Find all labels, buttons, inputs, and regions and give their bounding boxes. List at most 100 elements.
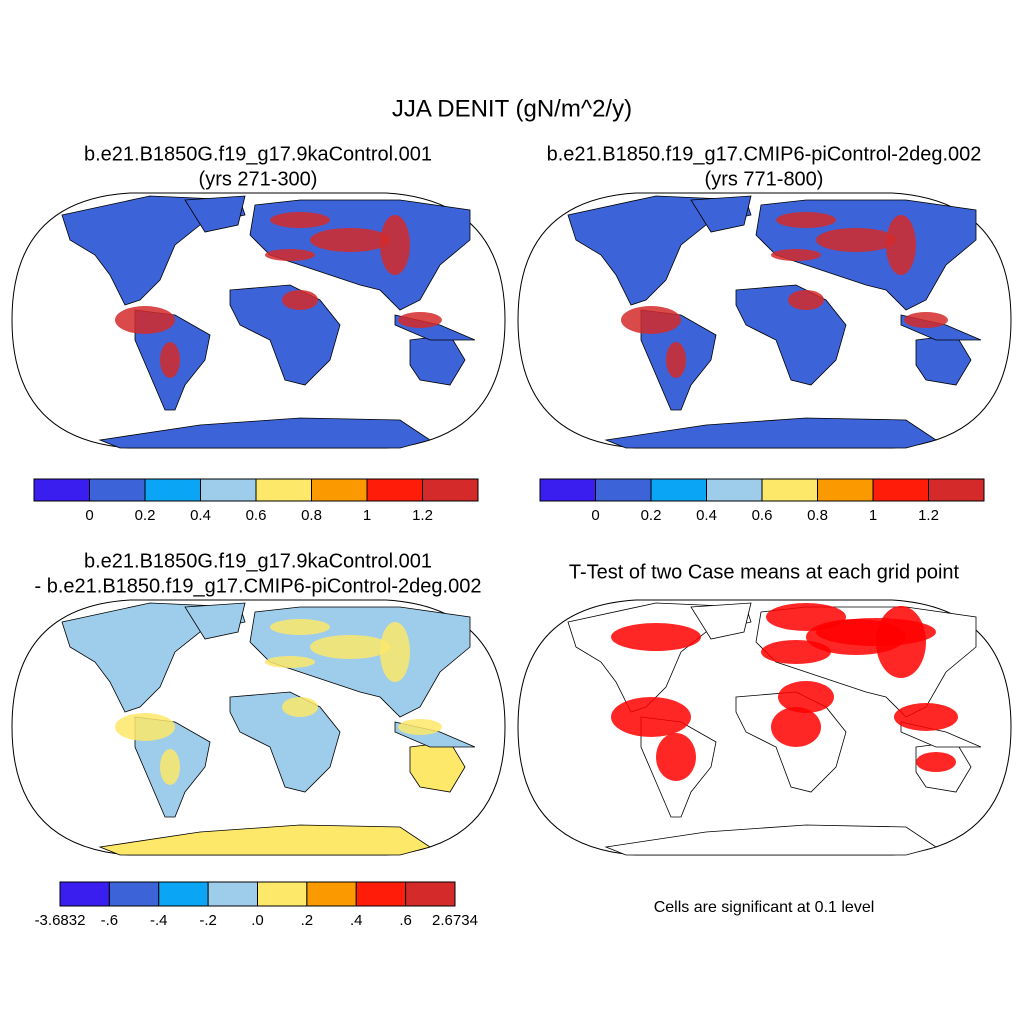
colorbar-label: -.6 [101, 912, 119, 929]
colorbar-box [306, 881, 357, 907]
continent [690, 195, 752, 233]
map-patch [398, 312, 442, 328]
map-patch [788, 290, 824, 310]
colorbar-label: 0.4 [696, 507, 717, 524]
colorbar-box [89, 478, 146, 502]
significant-cells [611, 697, 691, 737]
figure-title: JJA DENIT (gN/m^2/y) [392, 95, 632, 122]
colorbar-box [255, 478, 312, 502]
colorbar-label: 0.8 [807, 507, 828, 524]
significant-cells [761, 640, 831, 664]
colorbar-box [539, 478, 596, 502]
map-patch [115, 713, 175, 741]
colorbar-box [595, 478, 652, 502]
colorbar-box [257, 881, 308, 907]
colorbar-label: 1.2 [412, 507, 433, 524]
map-patch [265, 249, 315, 261]
significant-cells [766, 603, 846, 631]
continent [184, 195, 246, 233]
continent [98, 417, 431, 449]
significant-cells [916, 752, 956, 772]
colorbar-label: 0.2 [641, 507, 662, 524]
colorbar-label: 1 [869, 507, 877, 524]
colorbar-box [200, 478, 257, 502]
colorbar-box [405, 881, 456, 907]
colorbar-box [355, 881, 407, 907]
colorbar-box [311, 478, 368, 502]
colorbar-box [650, 478, 707, 502]
map-panel: b.e21.B1850.f19_g17.CMIP6-piControl-2deg… [517, 143, 1012, 524]
colorbar-label: 0.2 [135, 507, 156, 524]
map-patch [115, 306, 175, 334]
map-patch [282, 290, 318, 310]
map-patch [771, 249, 821, 261]
map-patch [270, 619, 330, 635]
colorbar-box [761, 478, 818, 502]
colorbar-label: .6 [399, 912, 412, 929]
colorbar-box [422, 478, 479, 502]
colorbar-box [207, 881, 258, 907]
map-patch [380, 215, 410, 275]
panel-note: Cells are significant at 0.1 level [654, 899, 875, 916]
map-patch [310, 228, 390, 252]
map-patch [282, 697, 318, 717]
colorbar-label: -3.6832 [35, 912, 86, 929]
panel-title: (yrs 271-300) [199, 168, 318, 190]
significant-cells [778, 681, 834, 713]
map-patch [666, 342, 686, 378]
colorbar-box [158, 881, 209, 907]
map-patch [621, 306, 681, 334]
colorbar-box [706, 478, 763, 502]
colorbar-label: .4 [350, 912, 363, 929]
map-panel: T-Test of two Case means at each grid po… [517, 561, 1012, 916]
panel-title: b.e21.B1850G.f19_g17.9kaControl.001 [84, 143, 432, 165]
colorbar-label: .2 [301, 912, 314, 929]
colorbar-label: 0 [85, 507, 93, 524]
map-patch [816, 228, 896, 252]
colorbar-label: .0 [251, 912, 264, 929]
panel-title: - b.e21.B1850.f19_g17.CMIP6-piControl-2d… [35, 575, 482, 597]
significant-cells [611, 623, 701, 651]
colorbar-box [144, 478, 201, 502]
panel-title: T-Test of two Case means at each grid po… [569, 561, 960, 583]
colorbar-box [928, 478, 985, 502]
colorbar-label: -.2 [199, 912, 217, 929]
colorbar-box [366, 478, 423, 502]
significant-cells [894, 703, 958, 731]
colorbar-box [108, 881, 160, 907]
continent [604, 417, 937, 449]
colorbar-label: 1.2 [918, 507, 939, 524]
map-patch [886, 215, 916, 275]
colorbar-label: 0.8 [301, 507, 322, 524]
continent [604, 824, 937, 856]
colorbar-box [872, 478, 929, 502]
colorbar-label: 2.6734 [432, 912, 478, 929]
map-patch [160, 749, 180, 785]
colorbar-label: -.4 [150, 912, 168, 929]
map-patch [776, 212, 836, 228]
panel-title: b.e21.B1850G.f19_g17.9kaControl.001 [84, 550, 432, 572]
map-patch [398, 719, 442, 735]
significant-cells [816, 618, 936, 646]
map-panel: b.e21.B1850G.f19_g17.9kaControl.001 - b.e… [11, 550, 506, 929]
map-patch [270, 212, 330, 228]
colorbar-box [33, 478, 90, 502]
significant-cells [771, 707, 821, 747]
colorbar-label: 0 [591, 507, 599, 524]
colorbar-label: 0.4 [190, 507, 211, 524]
continent [690, 602, 752, 640]
map-panel: b.e21.B1850G.f19_g17.9kaControl.001 (yrs … [11, 143, 506, 524]
continent [184, 602, 246, 640]
map-patch [380, 622, 410, 682]
map-patch [265, 656, 315, 668]
map-patch [160, 342, 180, 378]
significant-cells [656, 733, 696, 781]
colorbar-label: 1 [363, 507, 371, 524]
colorbar-box [817, 478, 874, 502]
colorbar-label: 0.6 [752, 507, 773, 524]
map-patch [310, 635, 390, 659]
map-patch [904, 312, 948, 328]
colorbar-label: 0.6 [246, 507, 267, 524]
panel-title: (yrs 771-800) [705, 168, 824, 190]
